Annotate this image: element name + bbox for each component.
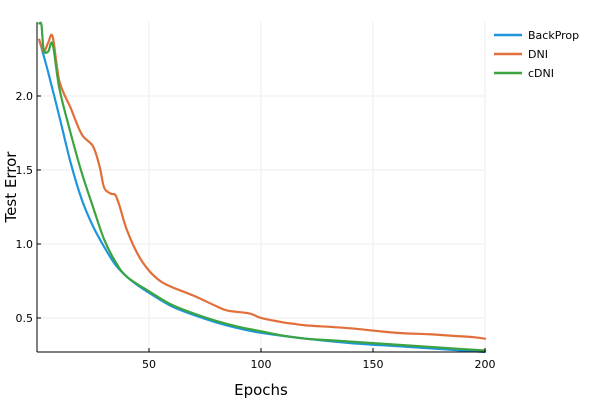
x-tick-label-2: 150 — [363, 358, 384, 371]
y-axis-title: Test Error — [2, 151, 20, 224]
series-line-cdni — [38, 21, 487, 352]
series-line-dni — [38, 33, 487, 340]
x-tick-label-0: 50 — [142, 358, 156, 371]
tick-labels: 50 100 150 200 0.5 1.0 1.5 2.0 — [16, 90, 496, 371]
legend-label-dni: DNI — [528, 48, 548, 61]
y-tick-label-3: 2.0 — [16, 90, 34, 103]
legend-label-backprop: BackProp — [528, 29, 579, 42]
series-lines — [38, 21, 487, 354]
x-axis-title: Epochs — [234, 381, 288, 399]
legend-item-backprop: BackProp — [494, 29, 579, 42]
legend-item-cdni: cDNI — [494, 67, 554, 80]
y-tick-label-1: 1.0 — [16, 238, 34, 251]
y-tick-label-2: 1.5 — [16, 164, 34, 177]
axes — [36, 22, 486, 353]
legend: BackProp DNI cDNI — [494, 29, 579, 80]
x-tick-label-1: 100 — [251, 358, 272, 371]
legend-label-cdni: cDNI — [528, 67, 554, 80]
legend-item-dni: DNI — [494, 48, 548, 61]
y-tick-label-0: 0.5 — [16, 312, 34, 325]
x-tick-label-3: 200 — [475, 358, 496, 371]
series-line-backprop — [38, 38, 487, 354]
